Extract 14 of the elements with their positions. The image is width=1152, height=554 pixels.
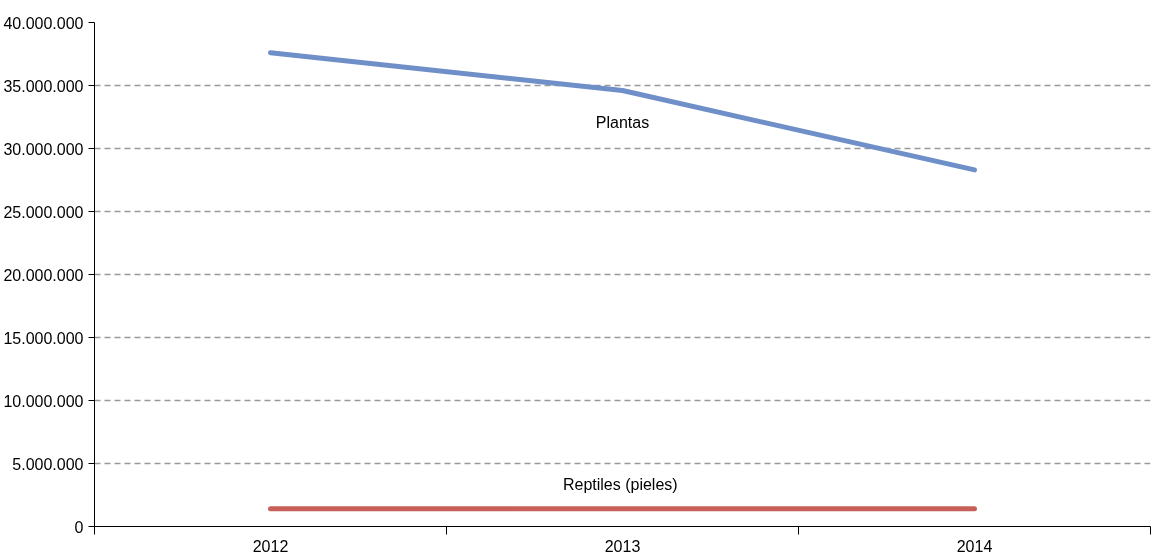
- y-tick-label: 15.000.000: [3, 329, 84, 347]
- y-tick-label: 5.000.000: [12, 455, 84, 473]
- y-tick-label: 10.000.000: [3, 392, 84, 410]
- x-tick-label: 2014: [956, 537, 993, 554]
- y-tick-label: 25.000.000: [3, 203, 84, 221]
- series-label: Plantas: [595, 114, 650, 132]
- y-tick-label: 0: [74, 518, 84, 536]
- y-tick-label: 35.000.000: [3, 77, 84, 95]
- x-tick-label: 2013: [604, 537, 641, 554]
- y-tick-label: 30.000.000: [3, 140, 84, 158]
- y-tick-label: 20.000.000: [3, 266, 84, 284]
- y-tick-label: 40.000.000: [3, 14, 84, 32]
- series-label: Reptiles (pieles): [562, 476, 678, 494]
- x-tick-label: 2012: [252, 537, 289, 554]
